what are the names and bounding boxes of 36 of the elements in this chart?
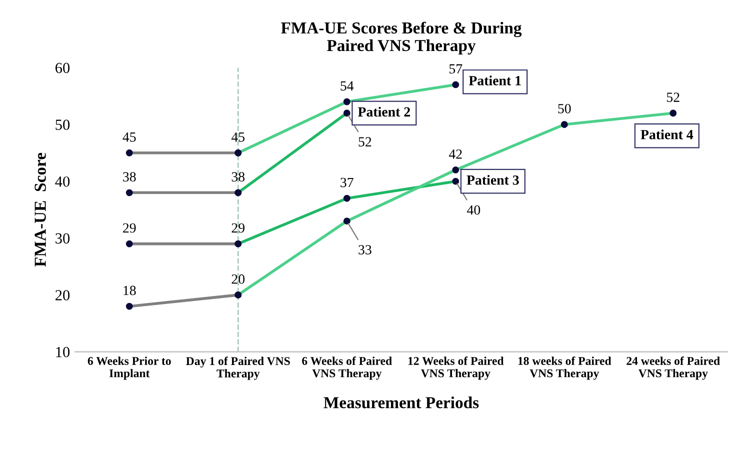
series-label: Patient 3 [466,175,519,185]
data-label: 52 [358,137,372,146]
data-label: 20 [232,274,245,284]
data-label: 40 [467,205,480,215]
data-label: 37 [340,178,354,188]
x-tick-label: 24 weeks of Paired VNS Therapy [626,356,720,380]
data-label: 52 [666,92,680,102]
x-tick-label: 12 Weeks of Paired VNS Therapy [408,356,504,380]
x-axis-title: Measurement Periods [324,396,479,408]
x-tick-label: 18 weeks of Paired VNS Therapy [518,356,612,380]
data-label: 33 [358,245,372,254]
data-label: 38 [123,172,136,182]
x-tick-label: Day 1 of Paired VNS Therapy [186,356,290,380]
x-tick-label: 6 Weeks Prior to Implant [88,356,171,380]
data-label: 38 [232,172,245,182]
y-axis-title: FMA-UE Score [34,152,46,267]
y-tick-label: 60 [56,62,70,74]
data-label: 45 [122,132,136,142]
y-tick-label: 50 [56,120,70,130]
data-label: 57 [449,64,462,74]
y-tick-label: 10 [56,346,70,358]
x-tick-label: 6 Weeks of Paired VNS Therapy [302,356,392,380]
series-label: Patient 1 [468,76,521,86]
data-label: 29 [123,223,136,233]
chart-title: FMA-UE Scores Before & During Paired VNS Therapy [281,22,522,55]
data-label: 50 [558,104,571,114]
data-label: 42 [448,149,462,159]
series-label: Patient 4 [640,130,694,140]
data-label: 45 [231,132,245,142]
data-label: 54 [340,81,354,91]
y-tick-label: 20 [56,290,70,300]
series-label: Patient 2 [358,106,410,117]
y-tick-label: 40 [55,176,70,187]
data-label: 29 [232,223,244,233]
data-label: 18 [124,286,136,296]
y-tick-label: 30 [56,233,70,244]
